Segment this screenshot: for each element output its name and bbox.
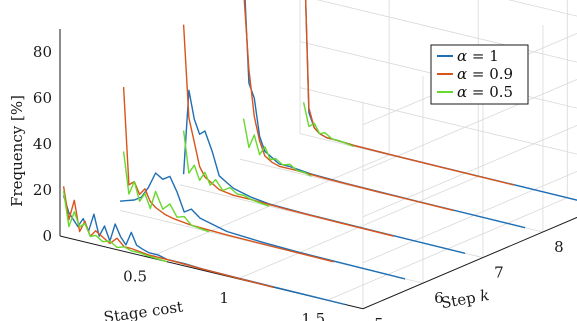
y-tick-label: 8 (554, 238, 564, 256)
series-trace-2-step-8 (243, 0, 454, 212)
grid-line (316, 0, 577, 63)
legend-entry-label: α = 0.5 (457, 83, 513, 101)
y-axis-label-variable: k (479, 286, 491, 305)
z-tick-label: 40 (33, 135, 52, 153)
series-trace-2-step-7 (182, 24, 394, 237)
grid-line (362, 170, 577, 264)
series-trace-3-step-5 (62, 190, 168, 263)
x-tick-label: 1.5 (301, 310, 325, 321)
legend-entry-value: = 0.9 (467, 65, 513, 83)
grid-line (362, 78, 577, 172)
z-tick-label: 20 (33, 181, 52, 199)
series-trace-1-step-5 (62, 195, 346, 306)
legend-entry-label: α = 0.9 (457, 65, 513, 83)
series-trace-3-step-6 (122, 151, 210, 233)
legend-entry-symbol: α (457, 83, 467, 101)
series-trace-1-step-6 (119, 172, 406, 280)
legend-entry-value: = 1 (467, 47, 499, 65)
y-axis-label-word: Step (440, 288, 482, 313)
series-traces (62, 0, 577, 306)
legend: α = 1α = 0.9α = 0.5 (430, 44, 529, 105)
legend-entry-value: = 0.5 (467, 83, 513, 101)
y-tick-label: 7 (494, 264, 504, 282)
z-tick-label: 0 (42, 227, 52, 245)
x-tick-label: 0.5 (123, 267, 147, 285)
y-axis-line (362, 216, 577, 310)
series-trace-3-step-7 (182, 130, 270, 207)
y-tick-label: 5 (374, 315, 384, 321)
grid-line (508, 0, 577, 17)
series-trace-3-step-8 (242, 118, 312, 177)
z-axis-label: Frequency [%] (8, 95, 26, 207)
y-tick-label: 6 (434, 289, 444, 307)
y-axis-label: Step k (440, 286, 491, 312)
legend-entry-symbol: α (457, 47, 467, 65)
series-trace-3-step-9 (302, 102, 354, 148)
legend-entry-label: α = 1 (457, 47, 499, 65)
grid-line (362, 124, 577, 218)
legend-entry-symbol: α (457, 65, 467, 83)
x-axis-label: Stage cost (103, 298, 184, 321)
z-tick-label: 60 (33, 89, 52, 107)
z-tick-label: 80 (33, 43, 52, 61)
grid-line (299, 87, 577, 155)
x-tick-label: 1 (219, 289, 229, 307)
